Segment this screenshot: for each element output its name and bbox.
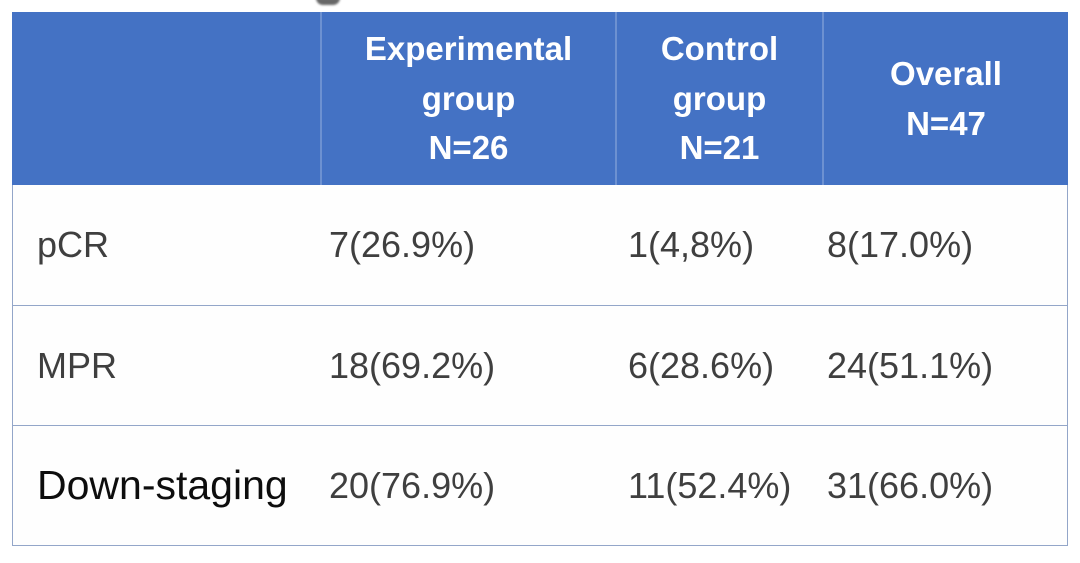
header-cell-overall: Overall N=47: [822, 12, 1068, 185]
row-label-downstaging: Down-staging: [37, 462, 288, 508]
pcr-experimental-value: 7(26.9%): [329, 224, 476, 265]
header-experimental-line2: group: [421, 79, 516, 117]
mpr-experimental-value: 18(69.2%): [329, 344, 496, 386]
header-overall-line1: Overall: [890, 55, 1002, 92]
pcr-control-value: 1(4,8%): [628, 224, 755, 265]
header-control-line1: Control: [660, 30, 779, 68]
header-experimental-line1: Experimental: [364, 30, 573, 68]
table-row-downstaging: Down-staging 20(76.9%) 11(52.4%) 31(66.0…: [13, 425, 1067, 545]
header-cell-control: Control group N=21: [615, 12, 822, 185]
pcr-overall-value: 8(17.0%): [827, 224, 974, 265]
table-row-mpr: MPR 18(69.2%) 6(28.6%) 24(51.1%): [13, 305, 1067, 425]
downstaging-experimental-value: 20(76.9%): [329, 464, 496, 506]
header-control-n: N=21: [679, 129, 760, 167]
mpr-overall-value: 24(51.1%): [827, 344, 994, 386]
row-label-mpr: MPR: [37, 344, 117, 386]
row-label-pcr: pCR: [37, 224, 110, 265]
table-row-pcr: pCR 7(26.9%) 1(4,8%) 8(17.0%): [13, 185, 1067, 305]
downstaging-control-value: 11(52.4%): [628, 464, 792, 506]
cropped-title-artifact: [316, 0, 340, 5]
header-experimental-n: N=26: [428, 129, 509, 167]
header-control-line2: group: [672, 79, 767, 117]
header-cell-experimental: Experimental group N=26: [320, 12, 615, 185]
mpr-control-value: 6(28.6%): [628, 344, 775, 386]
table-body: pCR 7(26.9%) 1(4,8%) 8(17.0%) MPR 18(69.…: [12, 185, 1068, 546]
table-header-row: Experimental group N=26 Control group N=…: [12, 12, 1068, 185]
header-overall-n: N=47: [906, 104, 986, 142]
header-cell-blank: [12, 12, 320, 185]
downstaging-overall-value: 31(66.0%): [827, 464, 994, 506]
results-table: Experimental group N=26 Control group N=…: [12, 12, 1068, 546]
